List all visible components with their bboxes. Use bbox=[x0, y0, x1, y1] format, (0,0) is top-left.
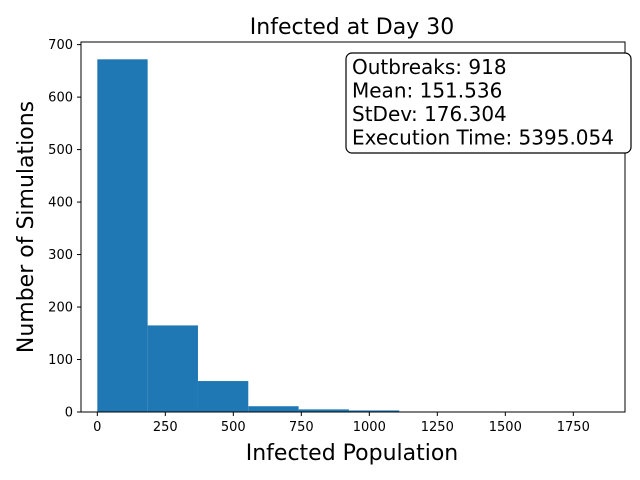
x-tick-label: 1750 bbox=[557, 420, 590, 435]
y-axis-ticks: 0 100 200 300 400 500 600 700 bbox=[48, 38, 81, 421]
bars-group bbox=[97, 59, 601, 412]
x-axis-ticks: 0 250 500 750 1000 1250 1500 1750 bbox=[93, 412, 590, 435]
stats-box bbox=[345, 52, 632, 154]
histogram-bar-3 bbox=[248, 406, 299, 412]
y-tick-label: 700 bbox=[48, 38, 73, 53]
y-tick-label: 300 bbox=[48, 248, 73, 263]
y-tick-label: 400 bbox=[48, 196, 73, 211]
stats-line: Outbreaks: 918 bbox=[352, 55, 507, 79]
histogram-bar-4 bbox=[298, 409, 349, 412]
stats-line: StDev: 176.304 bbox=[352, 102, 507, 126]
stats-line: Mean: 151.536 bbox=[352, 79, 502, 103]
x-axis-label: Infected Population bbox=[246, 441, 459, 466]
y-tick-label: 600 bbox=[48, 91, 73, 106]
y-tick-label: 100 bbox=[48, 353, 73, 368]
histogram-bar-2 bbox=[197, 381, 249, 412]
x-tick-label: 750 bbox=[289, 420, 314, 435]
x-tick-label: 1250 bbox=[421, 420, 454, 435]
y-tick-label: 0 bbox=[65, 406, 73, 421]
stats-line: Execution Time: 5395.054 bbox=[352, 126, 614, 150]
x-tick-label: 1500 bbox=[489, 420, 522, 435]
y-tick-label: 500 bbox=[48, 143, 73, 158]
y-tick-label: 200 bbox=[48, 301, 73, 316]
chart-title: Infected at Day 30 bbox=[250, 15, 454, 40]
histogram-bar-5 bbox=[348, 410, 400, 412]
x-tick-label: 1000 bbox=[353, 420, 386, 435]
x-tick-label: 250 bbox=[153, 420, 178, 435]
histogram-bar-0 bbox=[97, 59, 148, 412]
histogram-bar-1 bbox=[147, 325, 198, 412]
plot-frame bbox=[80, 41, 626, 413]
x-tick-label: 500 bbox=[221, 420, 246, 435]
x-tick-label: 0 bbox=[93, 420, 101, 435]
y-axis-label: Number of Simulations bbox=[14, 101, 39, 353]
